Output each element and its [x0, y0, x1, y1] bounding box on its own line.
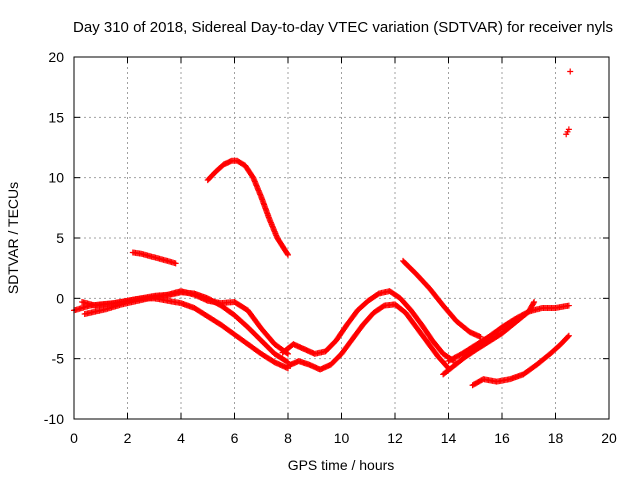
x-tick-label: 4 [177, 430, 185, 446]
data-point-arc-14-17h [531, 298, 538, 305]
x-tick-label: 8 [284, 430, 292, 446]
x-tick-label: 18 [548, 430, 564, 446]
y-tick-label: 15 [48, 109, 64, 125]
x-tick-label: 10 [334, 430, 350, 446]
grid-lines [74, 57, 609, 419]
y-axis-label: SDTVAR / TECUs [5, 182, 21, 294]
x-axis-ticks: 0 2 4 6 8 10 12 14 16 18 20 [70, 57, 617, 446]
x-tick-label: 14 [441, 430, 457, 446]
y-tick-label: 20 [48, 49, 64, 65]
x-tick-label: 6 [231, 430, 239, 446]
data-point-arc-14-18.5h [565, 302, 572, 309]
data-point-arc-14-17h [530, 300, 537, 307]
y-axis-ticks: -10 -5 0 5 10 15 20 [44, 49, 609, 427]
data-point-arc-15-18.5h [565, 332, 572, 339]
y-tick-label: 0 [56, 290, 64, 306]
x-tick-label: 2 [124, 430, 132, 446]
data-point-arc-early-high [285, 350, 291, 357]
data-point-arc-15-18.5h [564, 333, 571, 340]
data-point-arc-early-mid [283, 358, 290, 365]
x-axis-label: GPS time / hours [288, 457, 395, 473]
x-tick-label: 20 [601, 430, 617, 446]
data-point-outliers-18.5h [567, 68, 574, 75]
y-tick-label: 10 [48, 170, 64, 186]
y-tick-label: -10 [44, 411, 64, 427]
data-points [71, 68, 574, 389]
x-tick-label: 16 [494, 430, 510, 446]
data-point-outliers-18.5h [565, 126, 572, 133]
y-tick-label: -5 [52, 351, 65, 367]
y-tick-label: 5 [56, 230, 64, 246]
x-tick-label: 12 [387, 430, 403, 446]
data-point-arc-2-4h [172, 260, 179, 267]
data-point-arc-5-8h [285, 251, 291, 258]
data-point-arc-5-8h [284, 250, 291, 257]
x-tick-label: 0 [70, 430, 78, 446]
chart-title: Day 310 of 2018, Sidereal Day-to-day VTE… [73, 19, 613, 36]
